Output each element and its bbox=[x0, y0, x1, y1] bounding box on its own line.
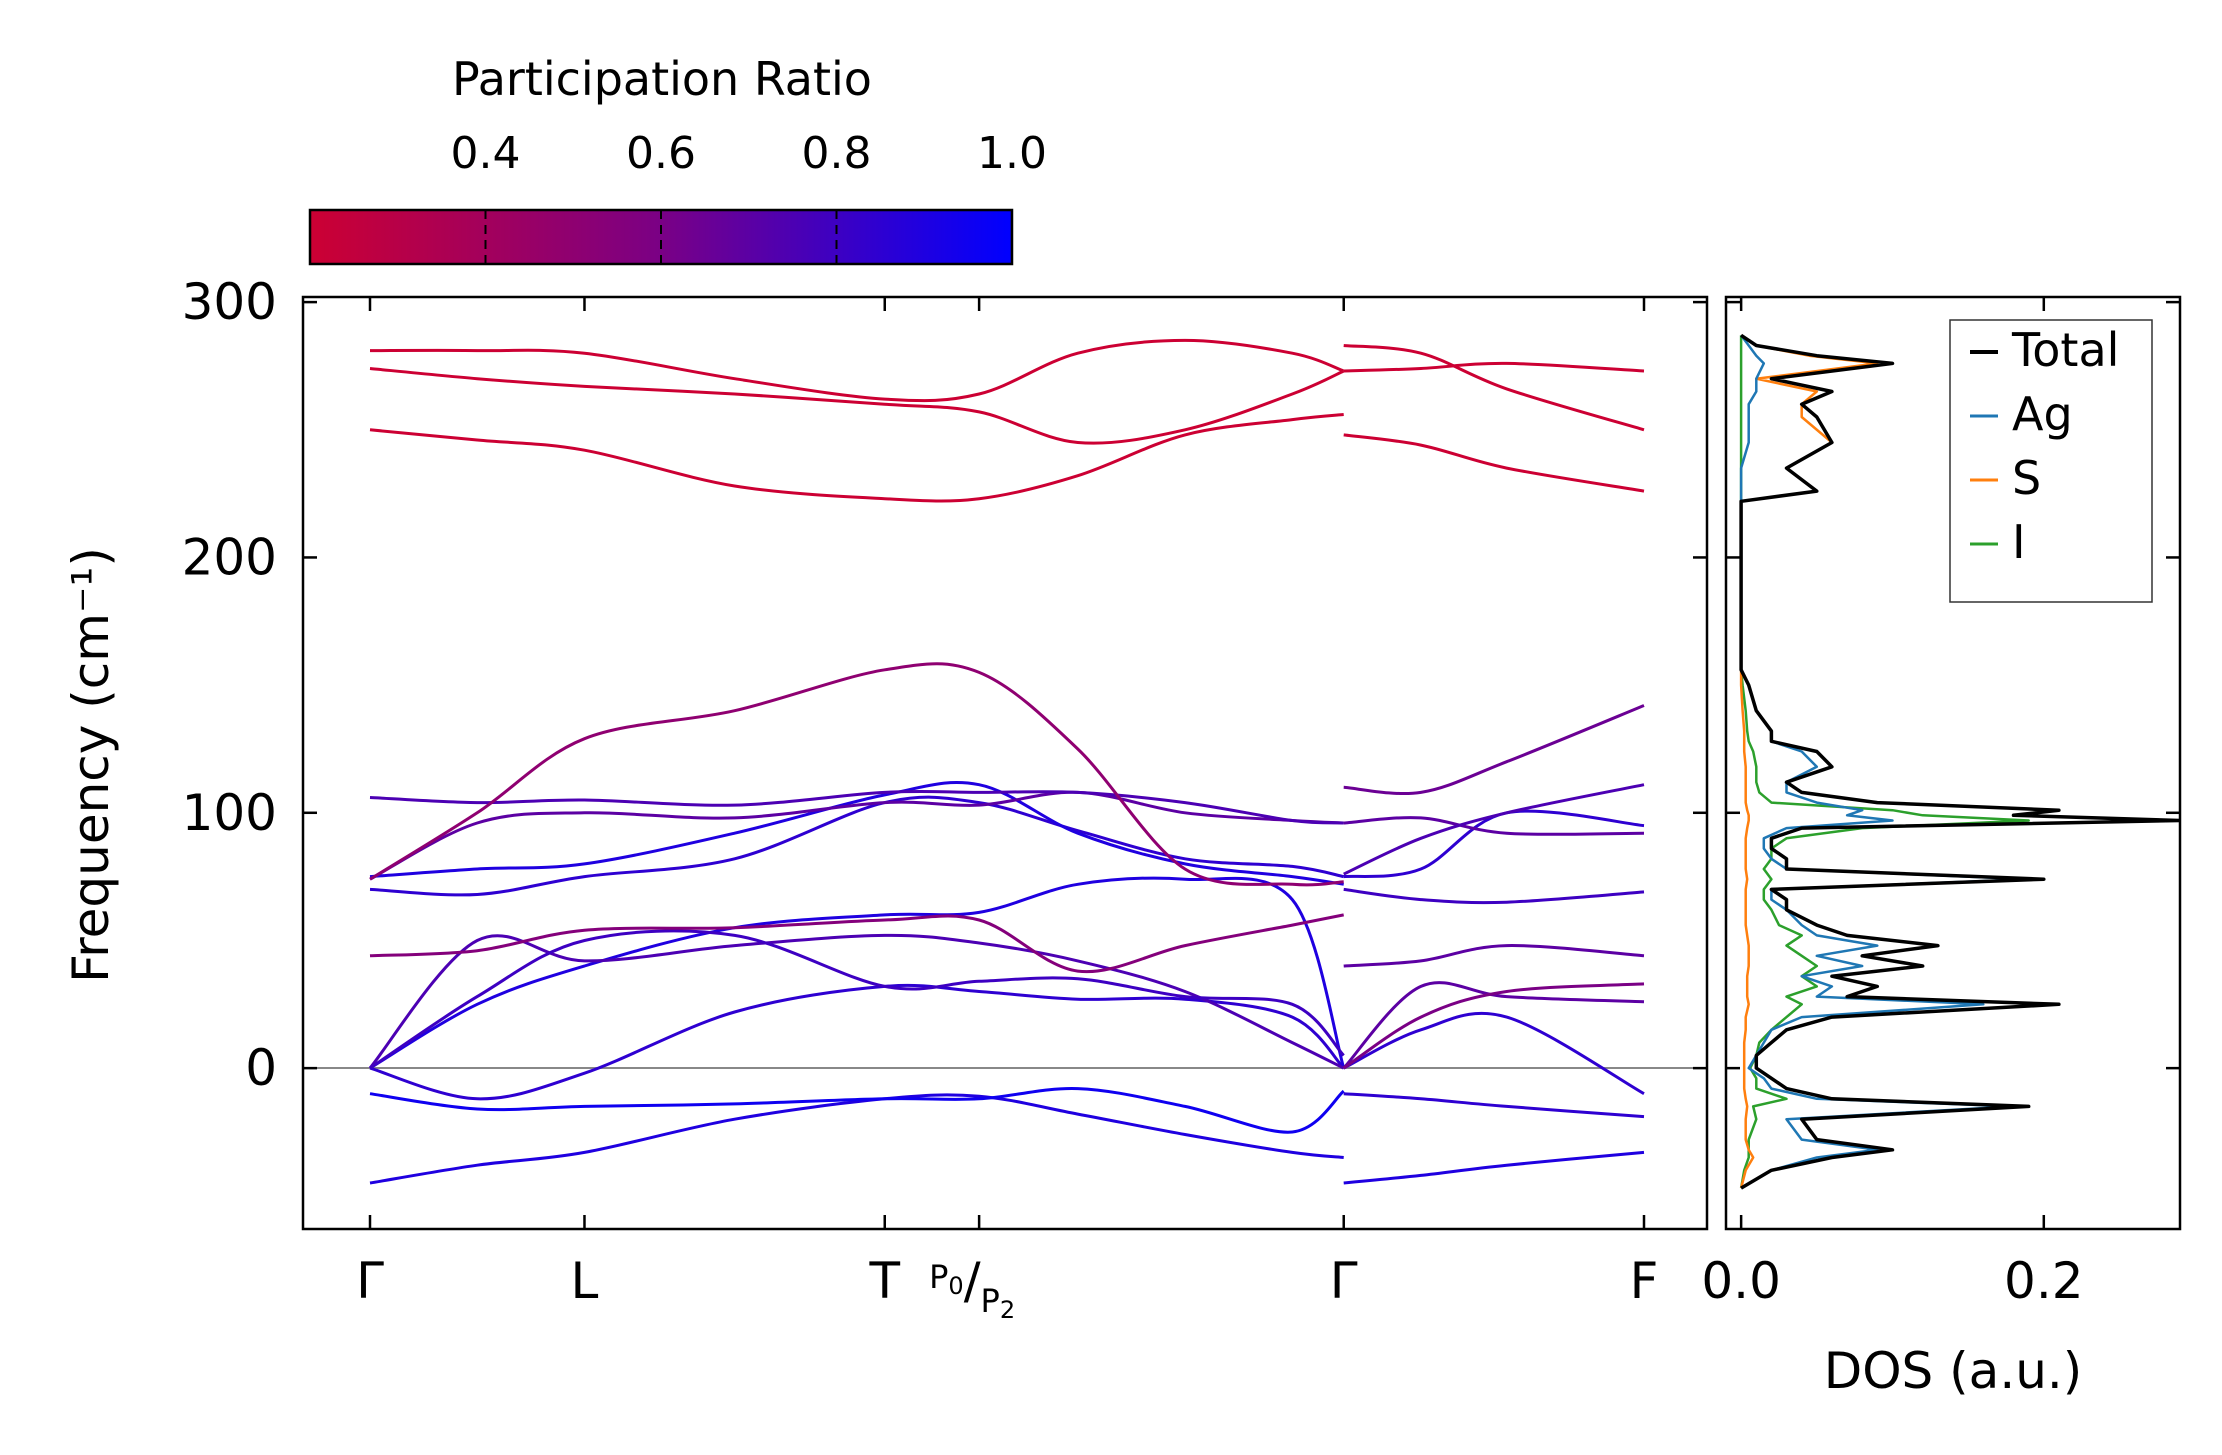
phonon-branch bbox=[1343, 1092, 1645, 1119]
phonon-branch bbox=[369, 413, 1344, 503]
dos-x-tick-label: 0.0 bbox=[1701, 1252, 1781, 1310]
phonon-branch bbox=[369, 876, 1346, 1070]
phonon-branch bbox=[369, 789, 1344, 825]
phonon-branch bbox=[1343, 809, 1645, 879]
legend-frame bbox=[1949, 319, 2153, 603]
legend-label: Ag bbox=[2012, 387, 2073, 441]
band-axes-frame bbox=[301, 295, 1709, 1231]
y-tick-label: 100 bbox=[182, 784, 277, 842]
phonon-branch bbox=[369, 929, 1345, 1070]
phonon-branch bbox=[1343, 887, 1645, 905]
k-label-p0-p2: P0/P2 bbox=[929, 1252, 1015, 1324]
phonon-branch bbox=[369, 662, 1344, 887]
legend-label: S bbox=[2012, 451, 2041, 505]
colorbar-tick-label: 0.8 bbox=[802, 128, 872, 179]
phonon-branch bbox=[1342, 982, 1645, 1070]
dos-series-s bbox=[1739, 334, 1879, 1189]
phonon-branch bbox=[369, 367, 1345, 445]
phonon-branch bbox=[1343, 816, 1645, 836]
dos-series-total bbox=[1739, 333, 2180, 1190]
k-label: T bbox=[868, 1252, 900, 1310]
y-tick-label: 300 bbox=[182, 273, 277, 331]
k-label: L bbox=[571, 1252, 599, 1310]
phonon-branch bbox=[369, 790, 1344, 881]
band-x-ticks: Γ L T P0/P2 Γ F bbox=[356, 297, 1658, 1324]
dos-series-ag bbox=[1739, 334, 2030, 1190]
k-label: Γ bbox=[1330, 1252, 1358, 1310]
phonon-branch bbox=[369, 795, 1345, 897]
dos-axes-frame bbox=[1724, 295, 2182, 1231]
y-tick-label: 0 bbox=[245, 1039, 277, 1097]
legend-items: Total Ag SI bbox=[1970, 323, 2119, 569]
phonon-branch bbox=[1343, 344, 1645, 432]
colorbar-tick-label: 1.0 bbox=[977, 128, 1047, 179]
legend: Total Ag SI bbox=[1949, 319, 2153, 603]
phonon-branch bbox=[1343, 361, 1645, 373]
phonon-branch bbox=[1343, 944, 1645, 968]
colorbar: Participation Ratio 0.4 0.6 0.8 1.0 bbox=[308, 52, 1047, 266]
k-label: F bbox=[1630, 1252, 1659, 1310]
legend-label: I bbox=[2012, 515, 2026, 569]
colorbar-tick-label: 0.4 bbox=[451, 128, 521, 179]
dos-lines bbox=[1739, 333, 2180, 1190]
legend-label: Total bbox=[2011, 323, 2119, 377]
phonon-branch bbox=[369, 338, 1345, 403]
band-y-ticks: 0 100 200 300 bbox=[182, 273, 1707, 1097]
y-tick-label: 200 bbox=[182, 528, 277, 586]
phonon-branch bbox=[1343, 704, 1645, 796]
phonon-branch bbox=[369, 1087, 1345, 1134]
band-lines bbox=[368, 338, 1645, 1185]
colorbar-ticks: 0.4 0.6 0.8 1.0 bbox=[451, 128, 1047, 264]
dos-x-tick-label: 0.2 bbox=[2004, 1252, 2084, 1310]
phonon-branch bbox=[369, 983, 1345, 1101]
dos-y-ticks bbox=[1726, 300, 2180, 1070]
k-label: Γ bbox=[356, 1252, 384, 1310]
phonon-branch bbox=[369, 781, 1344, 886]
dos-x-ticks: 0.0 0.2 bbox=[1701, 297, 2084, 1310]
phonon-branch bbox=[1343, 433, 1645, 493]
phonon-branch bbox=[369, 913, 1344, 974]
dos-panel: 0.0 0.2 DOS (a.u.) Total Ag SI bbox=[1701, 295, 2182, 1400]
band-structure-panel: 0 100 200 300 Γ L T P0/P2 Γ F Frequency (cm⁻¹) bbox=[62, 273, 1709, 1324]
phonon-branch bbox=[1343, 783, 1645, 876]
x-axis-label-dos: DOS (a.u.) bbox=[1824, 1342, 2083, 1400]
y-axis-label: Frequency (cm⁻¹) bbox=[62, 547, 120, 983]
phonon-branch bbox=[1343, 1150, 1645, 1185]
colorbar-title: Participation Ratio bbox=[452, 52, 872, 106]
phonon-branch bbox=[1343, 1011, 1645, 1096]
colorbar-tick-label: 0.6 bbox=[626, 128, 696, 179]
phonon-branch bbox=[1342, 981, 1645, 1070]
